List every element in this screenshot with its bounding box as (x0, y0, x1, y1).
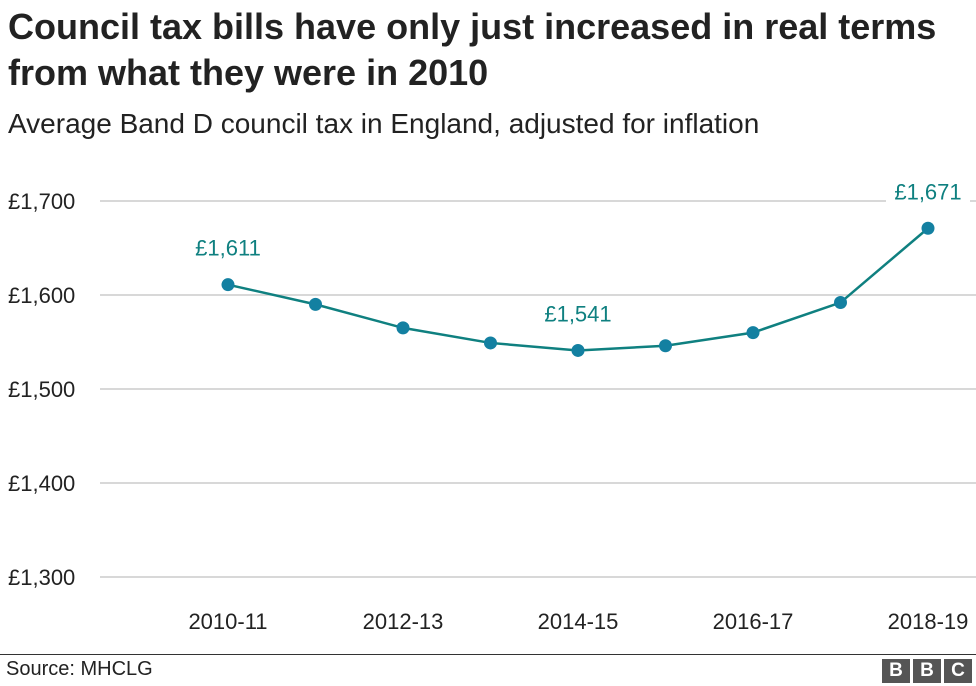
x-tick-label: 2010-11 (188, 609, 267, 634)
footer-divider (0, 654, 976, 655)
data-label-bg (186, 233, 270, 262)
data-label: £1,611 (195, 236, 261, 261)
data-point (396, 321, 410, 335)
series-line (227, 227, 929, 352)
x-tick-label: 2016-17 (713, 609, 794, 634)
line-chart: £1,300 £1,400 £1,500 £1,600 £1,700 2010-11 201… (8, 177, 976, 634)
data-point (571, 343, 585, 357)
data-point (659, 339, 672, 353)
source-note: Source: MHCLG (6, 658, 153, 680)
y-tick-label: £1,400 (8, 471, 75, 496)
y-tick-label: £1,300 (8, 565, 75, 590)
data-point (309, 297, 322, 311)
x-tick-label: 2018-19 (888, 609, 969, 634)
chart-subtitle: Average Band D council tax in England, a… (8, 108, 760, 139)
data-point (834, 296, 847, 310)
chart-title: Council tax bills have only just increas… (8, 6, 937, 93)
data-label: £1,671 (894, 179, 961, 204)
x-tick-label: 2012-13 (363, 609, 444, 634)
y-tick-label: £1,600 (8, 283, 75, 308)
x-tick-label: 2014-15 (538, 609, 619, 634)
data-point (921, 221, 935, 235)
data-label: £1,541 (544, 301, 611, 326)
data-point (484, 336, 497, 350)
data-label-bg (886, 177, 970, 206)
data-point (221, 278, 235, 292)
y-tick-label: £1,700 (8, 189, 75, 214)
data-label-bg (536, 299, 620, 328)
y-tick-label: £1,500 (8, 377, 75, 402)
data-point (746, 326, 760, 340)
